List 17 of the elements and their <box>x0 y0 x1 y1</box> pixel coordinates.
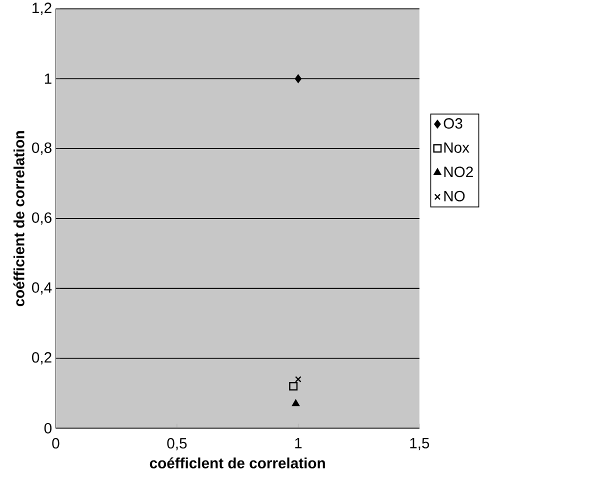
x-tick-label: 0,5 <box>167 438 187 451</box>
legend-label: O3 <box>444 118 462 129</box>
y-tick-label: 0,2 <box>32 352 52 365</box>
y-axis-title: coéfficient de correlation <box>13 131 24 306</box>
x-tick-label: 1,5 <box>410 438 430 450</box>
y-tick-label: 0,6 <box>32 212 52 225</box>
y-tick-label: 1 <box>44 74 52 84</box>
y-tick-label: 1,2 <box>32 2 52 16</box>
y-tick-label: 0,4 <box>32 282 52 295</box>
x-tick-label: 0 <box>52 438 60 449</box>
y-tick-label: 0,8 <box>32 142 52 155</box>
y-tick-label: 0 <box>44 423 52 434</box>
x-tick-label: 1 <box>295 438 302 448</box>
legend-label: NO2 <box>444 166 473 178</box>
legend-label: Nox <box>444 142 470 154</box>
legend-label: NO <box>444 191 465 202</box>
x-axis-title: coéfficlent de correlation <box>150 458 325 469</box>
